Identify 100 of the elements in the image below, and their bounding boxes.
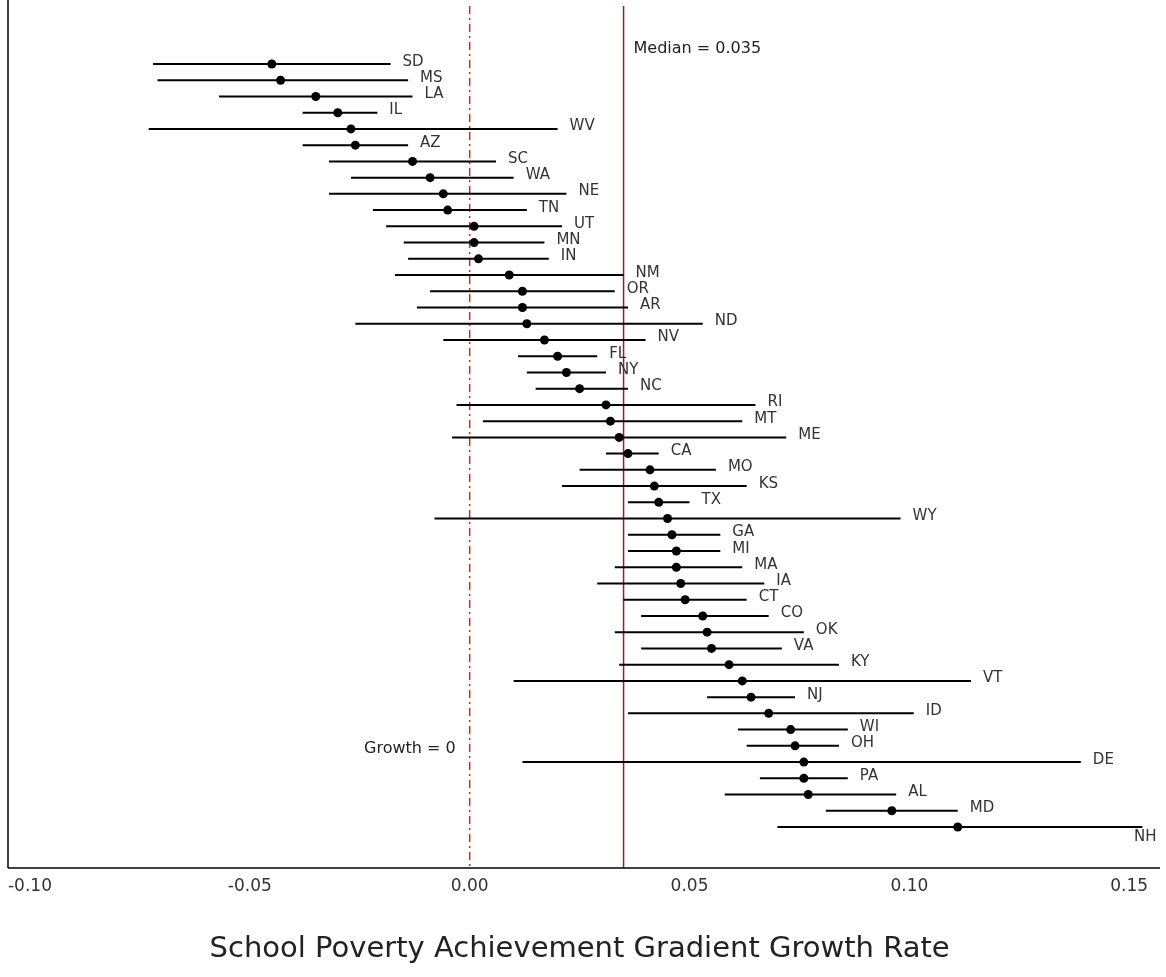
point <box>654 497 664 507</box>
y-tick-label: IN <box>560 246 577 265</box>
point <box>504 270 514 280</box>
x-tick-label: 0.05 <box>670 875 709 895</box>
y-tick-label: CO <box>780 603 803 622</box>
point <box>799 773 809 783</box>
point <box>575 384 585 394</box>
point <box>469 238 479 248</box>
y-tick-label: KS <box>758 473 779 492</box>
point <box>737 676 747 686</box>
point <box>350 140 360 150</box>
point <box>887 806 897 816</box>
y-tick-label: ID <box>925 700 942 719</box>
x-tick-label: -0.10 <box>7 875 52 895</box>
point <box>623 449 633 459</box>
point <box>790 741 800 751</box>
y-tick-label: MS <box>420 67 443 86</box>
point <box>443 205 453 215</box>
y-tick-label: VA <box>793 635 815 654</box>
y-tick-label: WY <box>912 506 938 525</box>
point <box>553 351 563 361</box>
y-tick-label: MN <box>556 230 581 249</box>
x-tick-label: 0.10 <box>890 875 929 895</box>
point <box>786 725 796 735</box>
point <box>724 660 734 670</box>
y-tick-label: NV <box>657 327 680 346</box>
point <box>953 822 963 832</box>
point <box>522 319 532 329</box>
x-tick-label: -0.05 <box>227 875 272 895</box>
y-tick-label: MI <box>732 538 750 557</box>
y-tick-label: MD <box>969 798 995 817</box>
y-tick-label: WI <box>859 717 880 736</box>
point <box>746 692 756 702</box>
y-tick-label: UT <box>574 213 595 232</box>
y-tick-label: NC <box>639 376 662 395</box>
point <box>676 578 686 588</box>
y-tick-label: AL <box>908 782 928 801</box>
y-tick-label: OH <box>851 733 875 752</box>
point <box>469 221 479 231</box>
y-tick-label: KY <box>851 652 871 671</box>
point <box>671 546 681 556</box>
point <box>680 595 690 605</box>
point <box>698 611 708 621</box>
y-tick-label: NE <box>578 181 600 200</box>
point <box>764 708 774 718</box>
y-tick-label: SD <box>402 51 424 70</box>
x-tick-label: 0.00 <box>450 875 489 895</box>
y-tick-label: NH <box>1134 826 1157 845</box>
point <box>267 59 277 69</box>
y-tick-label: PA <box>859 765 879 784</box>
point <box>438 189 448 199</box>
point <box>276 75 286 85</box>
point <box>539 335 549 345</box>
x-axis-title: School Poverty Achievement Gradient Growth Rate <box>209 930 950 964</box>
y-tick-label: VT <box>982 668 1004 687</box>
y-tick-label: NM <box>635 262 660 281</box>
point <box>707 643 717 653</box>
point <box>605 416 615 426</box>
y-tick-label: SC <box>508 148 529 167</box>
point <box>601 400 611 410</box>
y-tick-label: ME <box>798 424 821 443</box>
point <box>663 514 673 524</box>
y-tick-label: OK <box>815 619 839 638</box>
y-tick-label: ND <box>714 311 738 330</box>
ref-line-label: Median = 0.035 <box>633 38 762 57</box>
y-tick-label: GA <box>732 522 755 541</box>
y-tick-label: CA <box>670 441 693 460</box>
point <box>649 481 659 491</box>
point <box>799 757 809 767</box>
y-tick-label: CT <box>758 587 780 606</box>
point <box>614 432 624 442</box>
point <box>517 286 527 296</box>
y-tick-label: DE <box>1092 749 1114 768</box>
y-tick-label: LA <box>424 83 445 102</box>
point <box>346 124 356 134</box>
y-tick-label: NJ <box>807 684 823 703</box>
point <box>408 156 418 166</box>
x-tick-label: 0.15 <box>1110 875 1149 895</box>
y-tick-label: TN <box>537 197 560 216</box>
point <box>667 530 677 540</box>
ref-line-label: Growth = 0 <box>364 738 456 757</box>
y-tick-label: IL <box>389 100 403 119</box>
y-tick-label: WA <box>525 165 551 184</box>
point <box>645 465 655 475</box>
point <box>333 108 343 118</box>
point <box>561 367 571 377</box>
point <box>702 627 712 637</box>
y-tick-label: MT <box>754 408 778 427</box>
y-tick-label: WV <box>569 116 596 135</box>
point <box>425 173 435 183</box>
y-tick-label: MA <box>754 554 779 573</box>
y-tick-label: IA <box>776 570 792 589</box>
y-tick-label: MO <box>727 457 753 476</box>
y-tick-label: AZ <box>420 132 441 151</box>
point <box>803 790 813 800</box>
point <box>671 562 681 572</box>
y-tick-label: OR <box>626 278 650 297</box>
point <box>311 91 321 101</box>
y-tick-label: RI <box>767 392 783 411</box>
point <box>517 303 527 313</box>
